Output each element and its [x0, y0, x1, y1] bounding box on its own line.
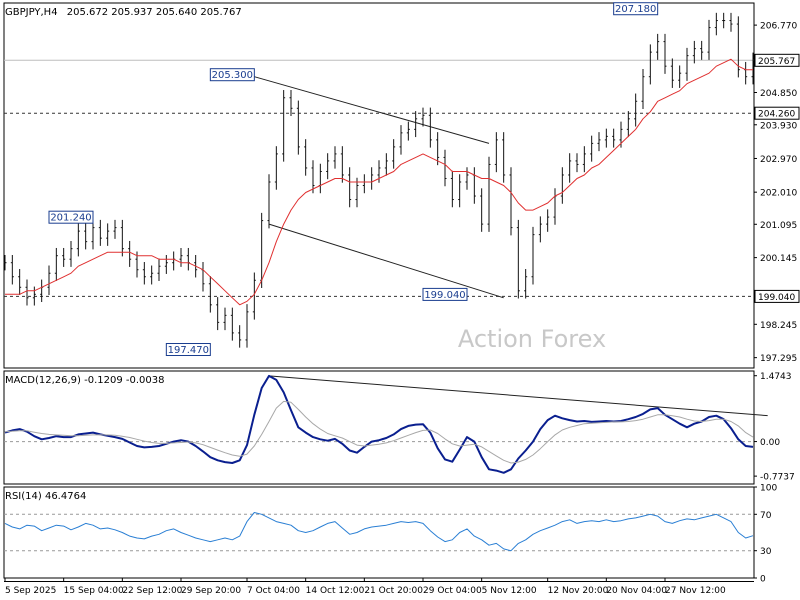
ma-line	[5, 58, 753, 306]
ohlc-values: 205.672 205.937 205.640 205.767	[67, 7, 242, 18]
level-tag-box	[754, 106, 800, 120]
y-tick-label: 198.245	[760, 321, 797, 331]
y-tick-label: 204.850	[760, 89, 797, 99]
price-annotation-label: 205.300	[212, 70, 253, 81]
trendline-0-1	[268, 223, 504, 299]
x-tick-label: 29 Oct 04:00	[423, 586, 482, 596]
x-tick-label: 12 Nov 20:00	[548, 586, 609, 596]
price-annotation-box	[48, 210, 94, 224]
panel-frame-1	[3, 370, 755, 485]
price-annotation-box	[209, 68, 255, 82]
time-axis-line	[4, 581, 754, 582]
y-tick-label: 202.970	[760, 155, 797, 165]
price-annotation-box	[613, 2, 659, 16]
x-tick-label: 7 Oct 04:00	[247, 586, 300, 596]
symbol-label: GBPJPY,H4	[5, 7, 58, 18]
level-tag-label: 204.260	[758, 110, 795, 120]
x-tick-label: 22 Sep 12:00	[122, 586, 182, 596]
y-tick-label: 202.010	[760, 189, 797, 199]
level-tag-label: 199.040	[758, 293, 795, 303]
panel-frames	[3, 2, 755, 582]
y-tick-label: 30	[760, 547, 772, 557]
price-panel: Action Forex GBPJPY,H4 205.672 205.937 2…	[3, 2, 800, 364]
y-tick-label: 70	[760, 511, 772, 521]
y-tick-label: 100	[760, 484, 777, 494]
rsi-panel: RSI(14) 46.4764 100 70 30 0	[4, 484, 777, 585]
x-tick-label: 20 Nov 04:00	[606, 586, 667, 596]
y-tick-label: 201.095	[760, 221, 797, 231]
price-annotation-box	[165, 343, 211, 357]
signal-line	[4, 400, 754, 464]
x-tick-label: 5 Nov 12:00	[482, 586, 537, 596]
current-price-tag-box	[754, 53, 800, 67]
panel-frame-2	[3, 486, 755, 579]
x-tick-label: 14 Oct 12:00	[306, 586, 365, 596]
x-tick-label: 29 Sep 20:00	[181, 586, 241, 596]
y-tick-label: 200.145	[760, 254, 797, 264]
macd-title: MACD(12,26,9) -0.1209 -0.0038	[5, 375, 165, 386]
x-tick-label: 21 Oct 20:00	[364, 586, 423, 596]
y-tick-label: -0.7737	[760, 473, 795, 483]
current-price-tag-label: 205.767	[758, 57, 795, 67]
level-tag-box	[754, 289, 800, 303]
y-tick-label: 0	[760, 575, 766, 585]
macd-line	[4, 374, 754, 474]
price-annotation-label: 197.470	[168, 345, 209, 356]
price-annotation-label: 201.240	[50, 213, 91, 224]
x-tick-label: 5 Sep 2025	[5, 586, 56, 596]
y-tick-label: 1.4743	[760, 372, 792, 382]
rsi-title: RSI(14) 46.4764	[5, 491, 86, 502]
x-tick-label: 27 Nov 12:00	[665, 586, 726, 596]
macd-panel: MACD(12,26,9) -0.1209 -0.0038 1.4743 0.00…	[4, 372, 795, 483]
trendline-1-0	[268, 375, 768, 417]
x-tick-label: 15 Sep 04:00	[64, 586, 124, 596]
panel-frame-0	[3, 2, 755, 369]
y-tick-label: 206.770	[760, 22, 797, 32]
y-tick-label: 203.930	[760, 121, 797, 131]
price-annotation-box	[422, 287, 468, 301]
price-annotation-label: 199.040	[424, 290, 465, 301]
price-annotation-label: 207.180	[615, 4, 656, 15]
y-tick-label: 197.295	[760, 354, 797, 364]
watermark: Action Forex	[458, 325, 606, 353]
price-title: GBPJPY,H4 205.672 205.937 205.640 205.76…	[5, 7, 242, 18]
trendline-0-0	[254, 76, 490, 144]
y-tick-label: 0.00	[760, 438, 780, 448]
rsi-line	[4, 512, 754, 552]
